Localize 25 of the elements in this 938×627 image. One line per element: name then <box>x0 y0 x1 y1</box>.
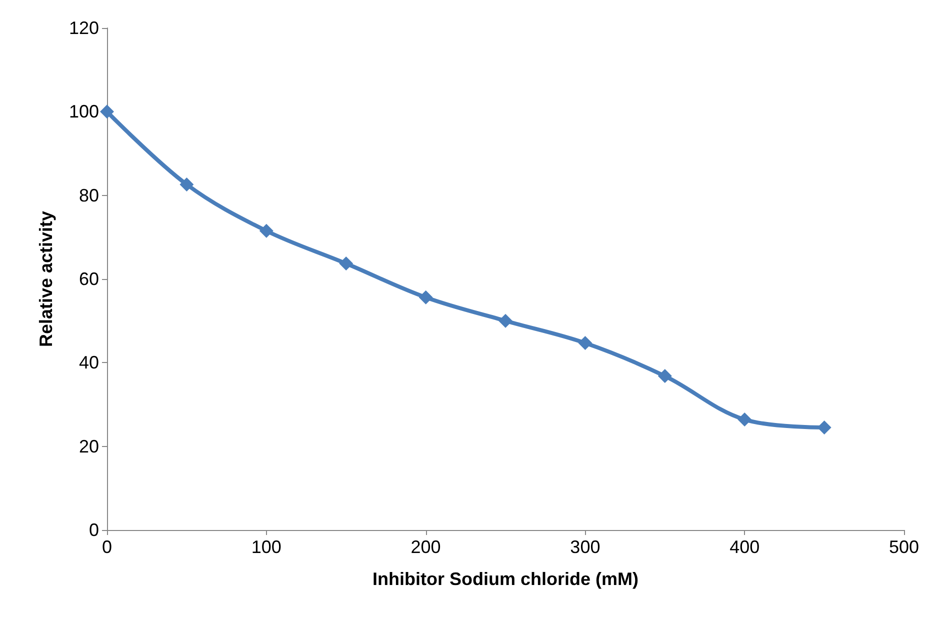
point <box>418 290 433 304</box>
point <box>658 369 672 384</box>
y-tick-label: 40 <box>78 352 99 373</box>
point <box>498 314 512 328</box>
point <box>259 224 274 238</box>
x-tick-label: 100 <box>251 537 282 557</box>
point <box>738 412 752 427</box>
x-tick-label: 500 <box>888 537 920 557</box>
y-tick-label: 20 <box>78 436 99 456</box>
x-tick-label: 0 <box>102 537 112 557</box>
point <box>100 104 114 119</box>
point <box>339 256 354 271</box>
y-tick-label: 100 <box>68 102 99 122</box>
y-tick-label: 0 <box>88 520 99 540</box>
point <box>578 336 592 350</box>
y-tick-label: 60 <box>78 269 99 289</box>
point <box>180 177 194 192</box>
x-tick-label: 200 <box>410 537 441 557</box>
point <box>817 420 832 435</box>
x-tick-label: 400 <box>730 537 760 557</box>
y-tick-label: 80 <box>78 185 99 206</box>
x-tick-label: 300 <box>570 537 600 557</box>
y-tick-label: 120 <box>68 18 99 38</box>
x-axis-title: Inhibitor Sodium chloride (mM) <box>372 569 638 589</box>
y-axis-title: Relative activity <box>36 210 56 348</box>
